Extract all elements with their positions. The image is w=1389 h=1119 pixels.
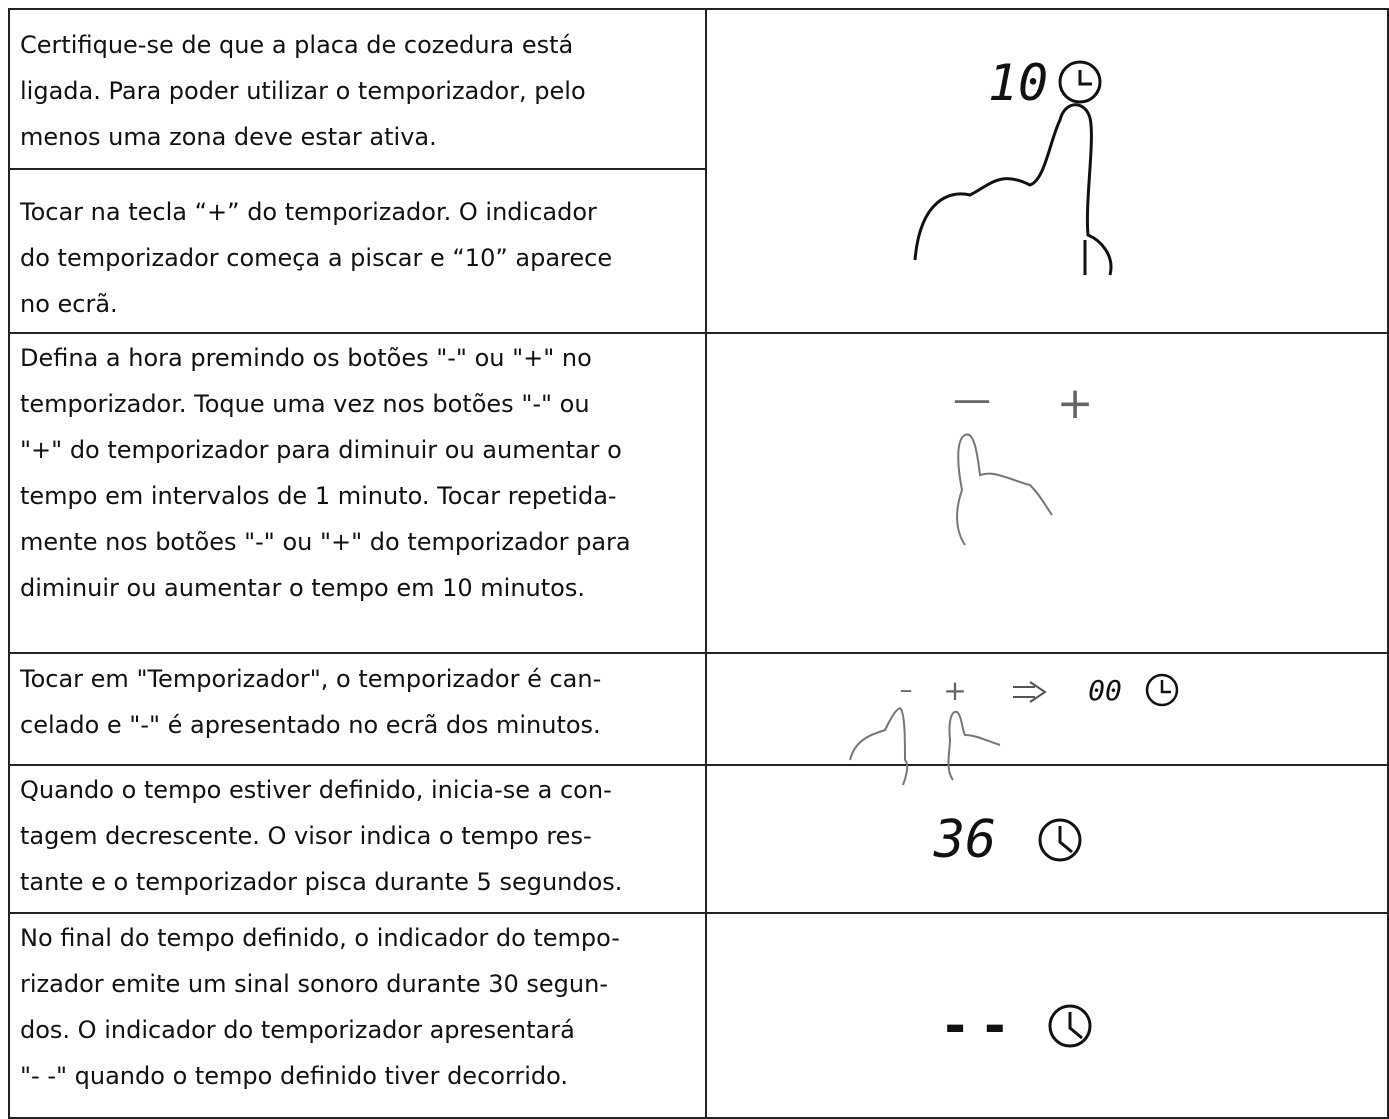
text-line: Tocar em "Temporizador", o temporizador … bbox=[20, 665, 602, 693]
hand bbox=[913, 103, 1113, 276]
text-line: diminuir ou aumentar o tempo em 10 minut… bbox=[20, 574, 585, 602]
border bbox=[8, 652, 1389, 654]
border bbox=[8, 912, 1389, 914]
border bbox=[8, 764, 1389, 766]
border bbox=[8, 1117, 1389, 1119]
minus: — bbox=[953, 377, 991, 421]
row-text: No final do tempo definido, o indicador … bbox=[20, 915, 620, 1099]
plus: + bbox=[1057, 378, 1094, 429]
arrow bbox=[1013, 681, 1047, 703]
text-line: rizador emite um sinal sonoro durante 30… bbox=[20, 970, 608, 998]
clock-hands bbox=[1068, 1012, 1083, 1040]
hands bbox=[849, 706, 1001, 786]
clock-icon bbox=[1038, 818, 1082, 862]
clock-icon bbox=[1058, 60, 1102, 104]
text-line: tempo em intervalos de 1 minuto. Tocar r… bbox=[20, 482, 617, 510]
clock-hands bbox=[1160, 680, 1171, 694]
text-line: tante e o temporizador pisca durante 5 s… bbox=[20, 868, 623, 896]
text-line: temporizador. Toque uma vez nos botões "… bbox=[20, 390, 590, 418]
display: 10 bbox=[988, 54, 1048, 112]
text-line: tagem decrescente. O visor indica o temp… bbox=[20, 822, 592, 850]
border bbox=[1387, 8, 1389, 1119]
display: - - bbox=[944, 996, 1005, 1056]
text-line: dos. O indicador do temporizador apresen… bbox=[20, 1016, 575, 1044]
border bbox=[8, 168, 705, 170]
row-text: Certifique-se de que a placa de cozedura… bbox=[20, 22, 586, 160]
border bbox=[8, 8, 10, 1119]
text-line: do temporizador começa a piscar e “10” a… bbox=[20, 244, 613, 272]
text-line: Defina a hora premindo os botões "-" ou … bbox=[20, 344, 592, 372]
minus: – bbox=[900, 675, 913, 705]
text-line: no ecrã. bbox=[20, 290, 118, 318]
text-line: "+" do temporizador para diminuir ou aum… bbox=[20, 436, 622, 464]
text-line: mente nos botões "-" ou "+" do temporiza… bbox=[20, 528, 631, 556]
display: 36 bbox=[933, 810, 997, 870]
text-line: ligada. Para poder utilizar o temporizad… bbox=[20, 77, 586, 105]
clock-icon bbox=[1048, 1004, 1092, 1048]
hand bbox=[956, 433, 1053, 546]
row-text: Defina a hora premindo os botões "-" ou … bbox=[20, 335, 631, 611]
row-text: Tocar em "Temporizador", o temporizador … bbox=[20, 656, 601, 748]
row-text: Quando o tempo estiver definido, inicia-… bbox=[20, 767, 622, 905]
border bbox=[705, 8, 707, 1119]
row-text: Tocar na tecla “+” do temporizador. O in… bbox=[20, 189, 612, 327]
text-line: Tocar na tecla “+” do temporizador. O in… bbox=[20, 198, 597, 226]
clock-icon bbox=[1145, 673, 1179, 707]
border bbox=[8, 332, 1389, 334]
text-line: "- -" quando o tempo definido tiver deco… bbox=[20, 1062, 569, 1090]
text-line: menos uma zona deve estar ativa. bbox=[20, 123, 437, 151]
border bbox=[8, 8, 1389, 10]
plus: + bbox=[943, 674, 966, 707]
clock-hands bbox=[1078, 70, 1092, 86]
clock-hands bbox=[1058, 826, 1073, 854]
text-line: Quando o tempo estiver definido, inicia-… bbox=[20, 776, 612, 804]
text-line: Certifique-se de que a placa de cozedura… bbox=[20, 31, 574, 59]
text-line: No final do tempo definido, o indicador … bbox=[20, 924, 620, 952]
display: 00 bbox=[1088, 674, 1122, 707]
text-line: celado e "-" é apresentado no ecrã dos m… bbox=[20, 711, 601, 739]
